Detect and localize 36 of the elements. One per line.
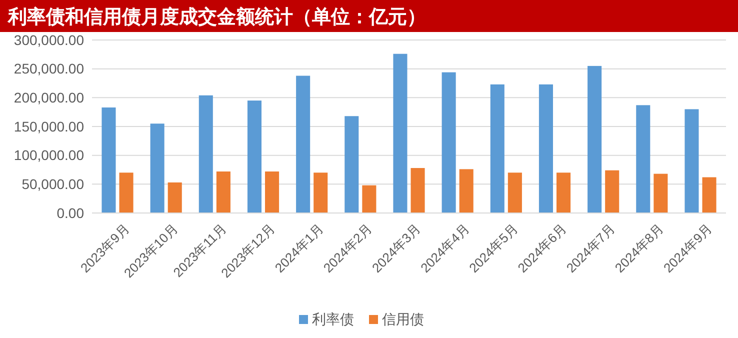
legend-label: 利率债 <box>312 311 354 327</box>
y-tick-label: 150,000.00 <box>14 118 84 134</box>
bar <box>556 172 571 213</box>
bar <box>459 169 474 213</box>
y-tick-label: 200,000.00 <box>14 90 84 106</box>
bar <box>636 105 650 213</box>
bar <box>605 170 620 213</box>
bar <box>102 107 116 213</box>
y-tick-label: 100,000.00 <box>14 147 84 164</box>
bar <box>314 172 328 213</box>
bar <box>216 171 230 213</box>
bar <box>119 172 134 213</box>
bar <box>442 72 456 213</box>
y-tick-label: 300,000.00 <box>14 32 84 48</box>
y-tick-label: 250,000.00 <box>14 60 84 77</box>
bar <box>198 95 213 213</box>
legend-label: 信用债 <box>382 311 424 327</box>
bar <box>362 185 376 213</box>
bar <box>393 54 408 213</box>
bar <box>265 171 280 213</box>
bar <box>654 174 668 213</box>
bar <box>538 84 553 213</box>
bar <box>684 109 699 213</box>
bar <box>508 172 522 213</box>
bar <box>150 124 164 213</box>
y-tick-label: 50,000.00 <box>22 176 84 192</box>
bar <box>168 182 182 213</box>
bar <box>588 66 602 213</box>
y-tick-label: 0.00 <box>56 204 84 221</box>
bar <box>247 100 262 213</box>
bar <box>702 177 716 213</box>
bar <box>344 116 359 213</box>
bar <box>296 76 310 213</box>
bar <box>490 84 504 213</box>
bar <box>410 168 425 213</box>
chart-title: 利率债和信用债月度成交金额统计（单位：亿元） <box>7 6 426 28</box>
